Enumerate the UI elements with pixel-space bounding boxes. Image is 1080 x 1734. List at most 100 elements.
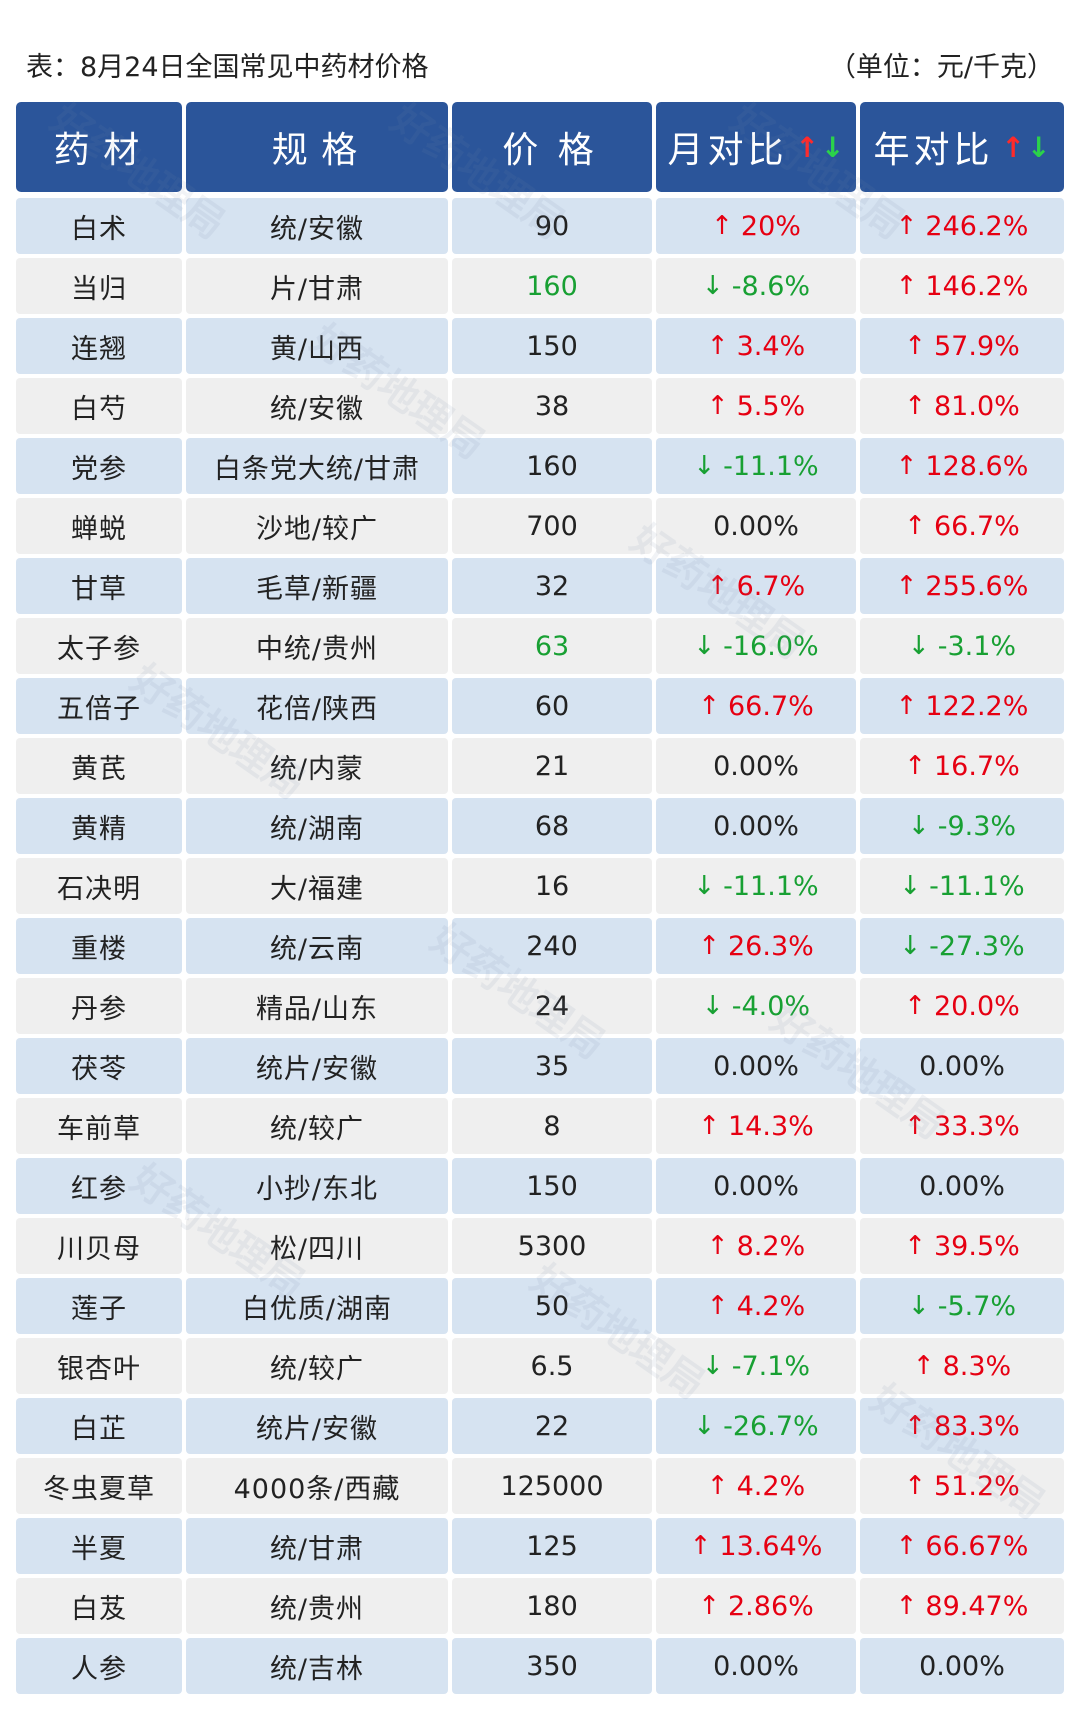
arrow-down-icon: ↓ bbox=[701, 991, 724, 1021]
price-cell: 700 bbox=[452, 498, 652, 554]
month-compare-cell: 0.00% bbox=[656, 1638, 856, 1694]
price-cell: 24 bbox=[452, 978, 652, 1034]
herb-name-cell: 冬虫夏草 bbox=[16, 1458, 182, 1514]
table-row: 白芷 统片/安徽 22 ↓ -26.7% ↑ 83.3% bbox=[16, 1398, 1064, 1454]
table-caption: 表：8月24日全国常见中药材价格 （单位：元/千克） bbox=[26, 44, 1054, 84]
table-row: 莲子 白优质/湖南 50 ↑ 4.2% ↓ -5.7% bbox=[16, 1278, 1064, 1334]
up-down-arrows-icon: ↑ ↓ bbox=[795, 130, 845, 164]
herb-name-cell: 红参 bbox=[16, 1158, 182, 1214]
arrow-down-icon: ↓ bbox=[899, 931, 922, 961]
arrow-up-icon: ↑ bbox=[904, 991, 926, 1021]
herb-name-cell: 白芷 bbox=[16, 1398, 182, 1454]
month-compare-cell: ↓ -11.1% bbox=[656, 858, 856, 914]
year-compare-cell: ↓ -9.3% bbox=[860, 798, 1064, 854]
price-cell: 160 bbox=[452, 438, 652, 494]
arrow-up-icon: ↑ bbox=[706, 1231, 729, 1261]
table-row: 丹参 精品/山东 24 ↓ -4.0% ↑ 20.0% bbox=[16, 978, 1064, 1034]
month-compare-cell: 0.00% bbox=[656, 798, 856, 854]
month-compare-cell: ↓ -4.0% bbox=[656, 978, 856, 1034]
year-compare-cell: ↑ 81.0% bbox=[860, 378, 1064, 434]
herb-name-cell: 石决明 bbox=[16, 858, 182, 914]
spec-cell: 精品/山东 bbox=[186, 978, 448, 1034]
month-compare-cell: ↑ 26.3% bbox=[656, 918, 856, 974]
herb-name-cell: 茯苓 bbox=[16, 1038, 182, 1094]
table-row: 白芨 统/贵州 180 ↑ 2.86% ↑ 89.47% bbox=[16, 1578, 1064, 1634]
arrow-up-icon: ↑ bbox=[706, 571, 729, 601]
year-compare-cell: ↑ 66.67% bbox=[860, 1518, 1064, 1574]
herb-name-cell: 白术 bbox=[16, 198, 182, 254]
year-compare-cell: ↑ 33.3% bbox=[860, 1098, 1064, 1154]
arrow-up-icon: ↑ bbox=[912, 1351, 935, 1381]
table-row: 人参 统/吉林 350 0.00% 0.00% bbox=[16, 1638, 1064, 1694]
herb-name-cell: 银杏叶 bbox=[16, 1338, 182, 1394]
spec-cell: 沙地/较广 bbox=[186, 498, 448, 554]
table-row: 川贝母 松/四川 5300 ↑ 8.2% ↑ 39.5% bbox=[16, 1218, 1064, 1274]
month-compare-cell: ↓ -7.1% bbox=[656, 1338, 856, 1394]
month-compare-cell: ↓ -26.7% bbox=[656, 1398, 856, 1454]
month-compare-cell: ↑ 4.2% bbox=[656, 1278, 856, 1334]
price-cell: 150 bbox=[452, 1158, 652, 1214]
table-row: 黄芪 统/内蒙 21 0.00% ↑ 16.7% bbox=[16, 738, 1064, 794]
price-cell: 90 bbox=[452, 198, 652, 254]
arrow-up-icon: ↑ bbox=[706, 391, 729, 421]
spec-cell: 大/福建 bbox=[186, 858, 448, 914]
table-row: 太子参 中统/贵州 63 ↓ -16.0% ↓ -3.1% bbox=[16, 618, 1064, 674]
table-body: 白术 统/安徽 90 ↑ 20% ↑ 246.2% 当归 片/甘肃 160 ↓ -8.6% ↑ 146.2… bbox=[16, 198, 1064, 1694]
price-cell: 22 bbox=[452, 1398, 652, 1454]
header-year-compare: 年对比 ↑ ↓ bbox=[860, 102, 1064, 192]
arrow-up-icon: ↑ bbox=[895, 271, 918, 301]
month-compare-cell: ↑ 5.5% bbox=[656, 378, 856, 434]
month-compare-cell: ↑ 2.86% bbox=[656, 1578, 856, 1634]
price-cell: 60 bbox=[452, 678, 652, 734]
arrow-up-icon: ↑ bbox=[895, 1531, 918, 1561]
arrow-up-icon: ↑ bbox=[698, 1111, 720, 1141]
header-month-compare: 月对比 ↑ ↓ bbox=[656, 102, 856, 192]
month-compare-cell: ↓ -16.0% bbox=[656, 618, 856, 674]
arrow-up-icon: ↑ bbox=[706, 1291, 729, 1321]
table-row: 黄精 统/湖南 68 0.00% ↓ -9.3% bbox=[16, 798, 1064, 854]
year-compare-cell: ↓ -5.7% bbox=[860, 1278, 1064, 1334]
spec-cell: 统/较广 bbox=[186, 1338, 448, 1394]
year-compare-cell: ↑ 16.7% bbox=[860, 738, 1064, 794]
arrow-up-icon: ↑ bbox=[895, 691, 918, 721]
year-compare-cell: ↑ 246.2% bbox=[860, 198, 1064, 254]
year-compare-cell: ↑ 20.0% bbox=[860, 978, 1064, 1034]
spec-cell: 统/较广 bbox=[186, 1098, 448, 1154]
spec-cell: 花倍/陕西 bbox=[186, 678, 448, 734]
table-row: 茯苓 统片/安徽 35 0.00% 0.00% bbox=[16, 1038, 1064, 1094]
year-compare-cell: ↑ 255.6% bbox=[860, 558, 1064, 614]
herb-name-cell: 当归 bbox=[16, 258, 182, 314]
price-cell: 5300 bbox=[452, 1218, 652, 1274]
arrow-up-icon: ↑ bbox=[895, 571, 918, 601]
spec-cell: 统/甘肃 bbox=[186, 1518, 448, 1574]
header-herb: 药 材 bbox=[16, 102, 182, 192]
year-compare-cell: ↑ 146.2% bbox=[860, 258, 1064, 314]
price-table: 药 材 规 格 价 格 月对比 ↑ ↓ 年对比 ↑ ↓ 白术 统/安徽 90 ↑ 20% ↑ 2… bbox=[16, 102, 1064, 1698]
herb-name-cell: 车前草 bbox=[16, 1098, 182, 1154]
table-row: 五倍子 花倍/陕西 60 ↑ 66.7% ↑ 122.2% bbox=[16, 678, 1064, 734]
spec-cell: 统/安徽 bbox=[186, 198, 448, 254]
arrow-up-icon: ↑ bbox=[711, 211, 733, 241]
year-compare-cell: ↑ 51.2% bbox=[860, 1458, 1064, 1514]
month-compare-cell: ↑ 13.64% bbox=[656, 1518, 856, 1574]
year-compare-cell: ↓ -27.3% bbox=[860, 918, 1064, 974]
year-compare-cell: ↓ -11.1% bbox=[860, 858, 1064, 914]
herb-name-cell: 重楼 bbox=[16, 918, 182, 974]
table-row: 党参 白条党大统/甘肃 160 ↓ -11.1% ↑ 128.6% bbox=[16, 438, 1064, 494]
spec-cell: 毛草/新疆 bbox=[186, 558, 448, 614]
spec-cell: 白优质/湖南 bbox=[186, 1278, 448, 1334]
month-compare-cell: ↓ -8.6% bbox=[656, 258, 856, 314]
arrow-down-icon: ↓ bbox=[693, 871, 716, 901]
table-row: 半夏 统/甘肃 125 ↑ 13.64% ↑ 66.67% bbox=[16, 1518, 1064, 1574]
spec-cell: 松/四川 bbox=[186, 1218, 448, 1274]
arrow-up-icon: ↑ bbox=[895, 451, 918, 481]
arrow-up-icon: ↑ bbox=[904, 511, 926, 541]
price-cell: 240 bbox=[452, 918, 652, 974]
price-cell: 8 bbox=[452, 1098, 652, 1154]
arrow-up-icon: ↑ bbox=[904, 1111, 926, 1141]
price-cell: 21 bbox=[452, 738, 652, 794]
arrow-down-icon: ↓ bbox=[701, 271, 724, 301]
month-compare-cell: 0.00% bbox=[656, 498, 856, 554]
price-cell: 16 bbox=[452, 858, 652, 914]
spec-cell: 统/内蒙 bbox=[186, 738, 448, 794]
